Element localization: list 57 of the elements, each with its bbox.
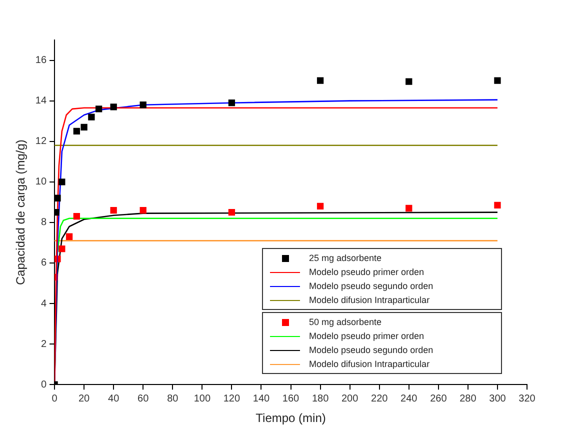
point xyxy=(494,202,501,209)
point xyxy=(494,77,501,84)
x-tick-label: 0 xyxy=(52,393,58,404)
x-tick-label: 220 xyxy=(371,393,388,404)
point xyxy=(228,100,236,106)
point xyxy=(316,202,324,210)
x-tick-label: 160 xyxy=(282,393,300,404)
y-tick-label: 4 xyxy=(40,298,47,310)
y-axis-title: Capacidad de carga (mg/g) xyxy=(14,140,28,286)
y-tick-label: 8 xyxy=(40,217,47,228)
x-tick-label: 240 xyxy=(400,393,418,404)
x-tick-label: 260 xyxy=(430,393,448,404)
x-tick-label: 140 xyxy=(252,393,270,404)
point xyxy=(140,206,146,214)
x-tick-label: 280 xyxy=(460,393,477,404)
point xyxy=(73,128,80,135)
point xyxy=(140,102,146,108)
legend-label: Modelo pseudo primer orden xyxy=(309,267,424,277)
point xyxy=(95,106,102,112)
x-tick-label: 300 xyxy=(489,393,506,404)
y-tick-label: 14 xyxy=(35,96,47,107)
point xyxy=(58,178,66,186)
point xyxy=(54,194,61,202)
point xyxy=(316,77,324,84)
point xyxy=(88,114,95,120)
y-tick-label: 0 xyxy=(40,379,47,390)
x-tick-label: 60 xyxy=(138,393,150,404)
point xyxy=(110,104,117,110)
x-tick-label: 40 xyxy=(108,393,120,404)
point xyxy=(73,213,80,220)
point xyxy=(406,204,412,212)
y-tick-label: 16 xyxy=(35,55,47,66)
point xyxy=(80,124,88,130)
y-tick-label: 2 xyxy=(40,338,47,350)
x-tick-label: 180 xyxy=(312,393,330,404)
point xyxy=(66,233,73,240)
x-tick-label: 120 xyxy=(223,393,240,404)
x-tick-label: 80 xyxy=(167,393,179,404)
y-tick-label: 6 xyxy=(40,258,47,269)
legend-label: Modelo difusion Intraparticular xyxy=(309,295,430,305)
legend-label: 25 mg adsorbente xyxy=(309,253,382,263)
x-tick-label: 200 xyxy=(341,393,359,404)
x-tick-label: 100 xyxy=(194,393,211,404)
point xyxy=(406,78,412,85)
legend-label: Modelo pseudo segundo orden xyxy=(309,281,434,291)
point xyxy=(58,245,66,252)
point xyxy=(110,206,117,214)
legend-label: Modelo difusion Intraparticular xyxy=(309,359,430,369)
x-tick-label: 320 xyxy=(518,393,536,404)
legend-label: Modelo pseudo primer orden xyxy=(309,331,424,341)
point xyxy=(228,208,236,216)
legend-label: 50 mg adsorbente xyxy=(309,317,382,327)
x-tick-label: 20 xyxy=(78,393,90,404)
y-tick-label: 12 xyxy=(35,136,47,148)
legend-label: Modelo pseudo segundo orden xyxy=(309,345,434,355)
x-axis-title: Tiempo (min) xyxy=(256,411,326,426)
y-tick-label: 10 xyxy=(35,176,47,188)
